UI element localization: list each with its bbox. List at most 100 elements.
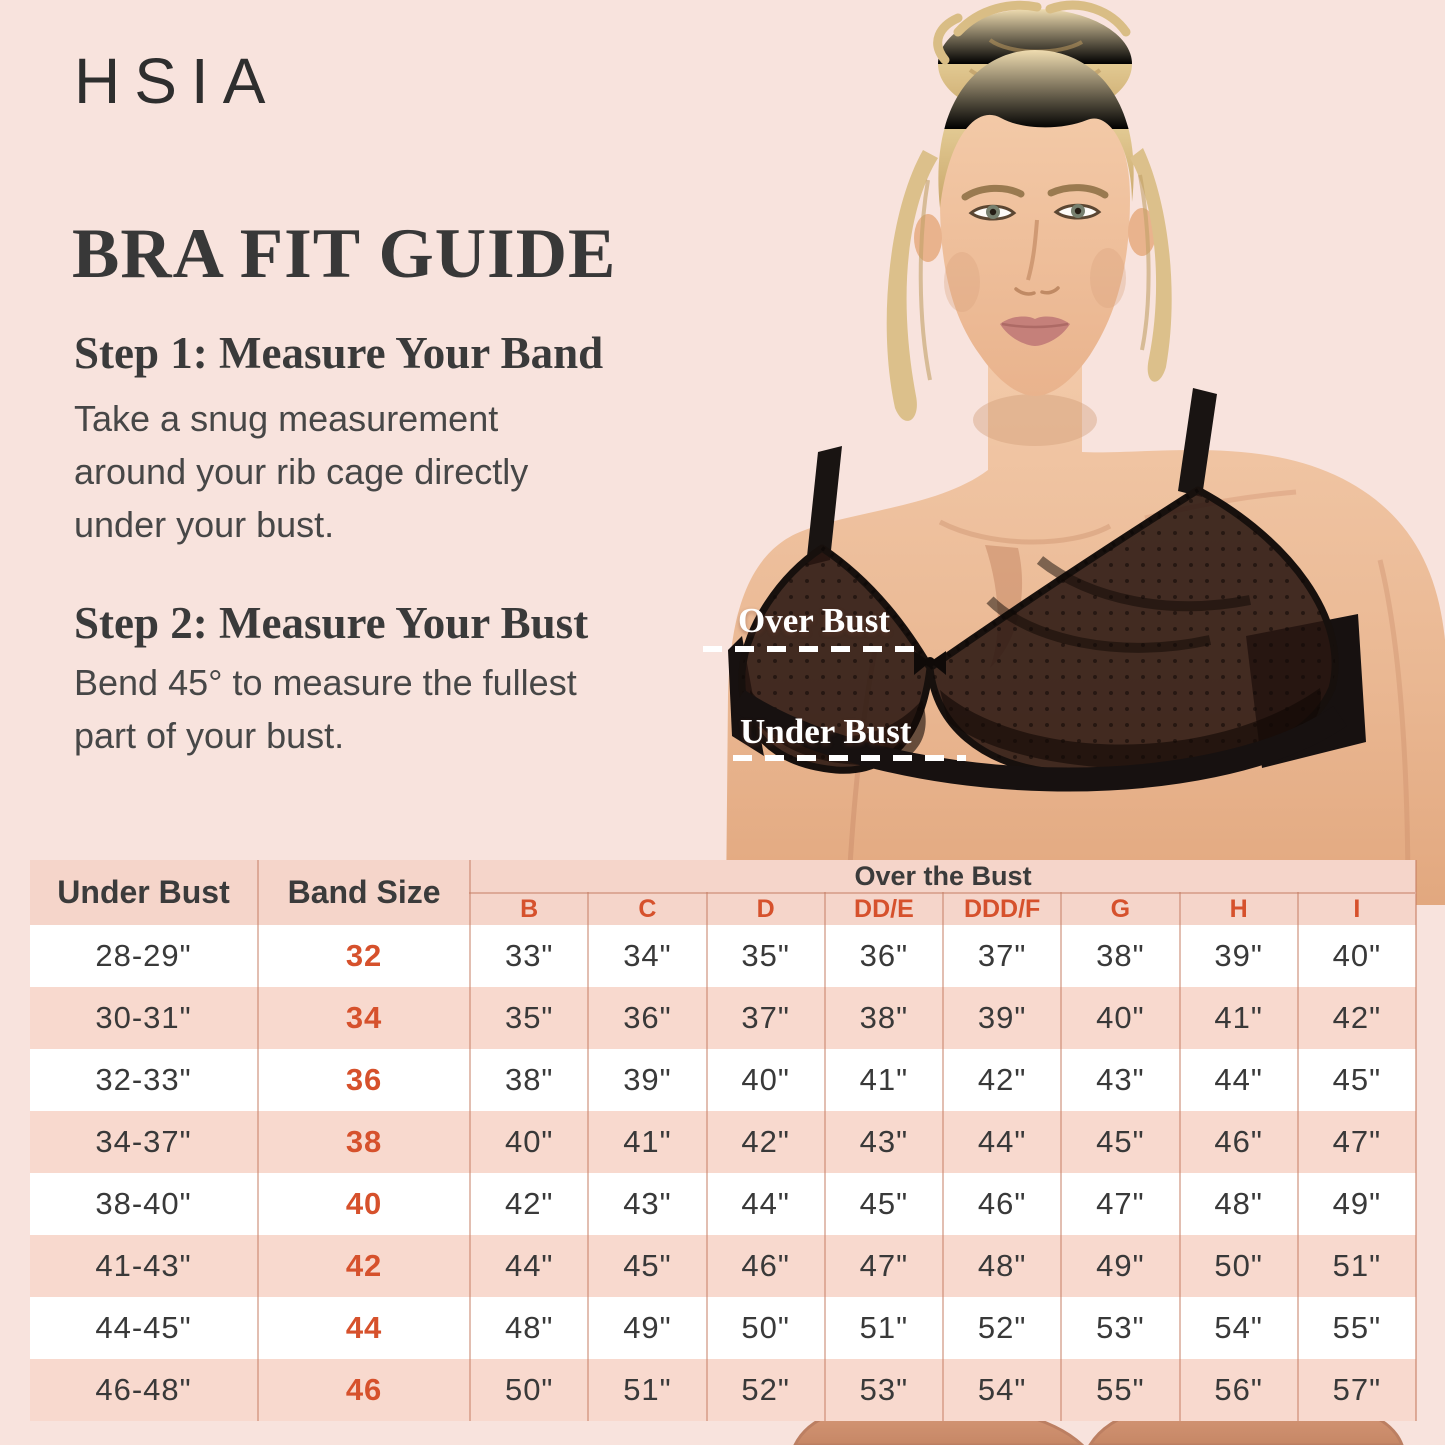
cup-size-cell: 42"	[1296, 987, 1416, 1049]
model-illustration	[726, 0, 1445, 1445]
band-size-cell: 44	[257, 1297, 471, 1359]
cup-col-h: H	[1178, 893, 1298, 925]
step-1-body: Take a snug measurement around your rib …	[74, 398, 529, 545]
cup-size-cell: 50"	[705, 1297, 825, 1359]
col-header-under-bust: Under Bust	[30, 860, 259, 925]
model-photo	[690, 0, 1445, 1445]
under-bust-cell: 32-33"	[30, 1049, 259, 1111]
cup-size-cell: 44"	[942, 1111, 1062, 1173]
table-row: 44-45" 44 48" 49" 50" 51" 52" 53" 54" 55…	[30, 1297, 1416, 1359]
cup-col-d: D	[705, 893, 825, 925]
cup-size-cell: 40"	[1060, 987, 1180, 1049]
step-2-heading: Step 2: Measure Your Bust	[74, 598, 589, 648]
cup-size-cell: 37"	[705, 987, 825, 1049]
under-bust-cell: 38-40"	[30, 1173, 259, 1235]
under-bust-dashed-line	[733, 755, 966, 761]
cup-size-cell: 51"	[823, 1297, 944, 1359]
cup-size-cell: 44"	[469, 1235, 589, 1297]
cup-size-cell: 47"	[823, 1235, 944, 1297]
step-1-heading: Step 1: Measure Your Band	[74, 328, 604, 378]
cup-size-cell: 48"	[942, 1235, 1062, 1297]
under-bust-cell: 44-45"	[30, 1297, 259, 1359]
cup-size-cell: 52"	[942, 1297, 1062, 1359]
cup-size-cell: 36"	[587, 987, 707, 1049]
model-face	[914, 92, 1156, 396]
band-size-cell: 40	[257, 1173, 471, 1235]
cup-size-cell: 51"	[587, 1359, 707, 1421]
cup-size-cell: 33"	[469, 925, 589, 987]
under-bust-cell: 28-29"	[30, 925, 259, 987]
cup-size-cell: 37"	[942, 925, 1062, 987]
table-row: 30-31" 34 35" 36" 37" 38" 39" 40" 41" 42…	[30, 987, 1416, 1049]
cup-size-cell: 35"	[469, 987, 589, 1049]
under-bust-cell: 34-37"	[30, 1111, 259, 1173]
cup-size-cell: 39"	[587, 1049, 707, 1111]
cup-size-cell: 45"	[823, 1173, 944, 1235]
cup-size-cell: 53"	[1060, 1297, 1180, 1359]
cup-col-dd-e: DD/E	[823, 893, 944, 925]
page-title: BRA FIT GUIDE	[72, 215, 617, 293]
cup-size-cell: 46"	[705, 1235, 825, 1297]
cup-size-cell: 40"	[1296, 925, 1416, 987]
cup-size-cell: 41"	[587, 1111, 707, 1173]
table-row: 28-29" 32 33" 34" 35" 36" 37" 38" 39" 40…	[30, 925, 1416, 987]
cup-size-cell: 50"	[1178, 1235, 1298, 1297]
size-chart-table: Under Bust Band Size Over the Bust B C D…	[30, 860, 1417, 1421]
under-bust-cell: 46-48"	[30, 1359, 259, 1421]
cup-size-cell: 38"	[823, 987, 944, 1049]
cup-size-cell: 57"	[1296, 1359, 1416, 1421]
cup-size-cell: 52"	[705, 1359, 825, 1421]
table-row: 34-37" 38 40" 41" 42" 43" 44" 45" 46" 47…	[30, 1111, 1416, 1173]
cup-size-cell: 47"	[1296, 1111, 1416, 1173]
band-size-cell: 42	[257, 1235, 471, 1297]
cup-size-cell: 48"	[1178, 1173, 1298, 1235]
cup-size-cell: 35"	[705, 925, 825, 987]
table-row: 46-48" 46 50" 51" 52" 53" 54" 55" 56" 57…	[30, 1359, 1416, 1421]
cup-size-cell: 38"	[1060, 925, 1180, 987]
cup-size-cell: 43"	[587, 1173, 707, 1235]
cup-size-cell: 44"	[1178, 1049, 1298, 1111]
cup-size-cell: 43"	[823, 1111, 944, 1173]
cup-size-cell: 49"	[587, 1297, 707, 1359]
band-size-cell: 34	[257, 987, 471, 1049]
cup-size-cell: 36"	[823, 925, 944, 987]
cup-col-c: C	[587, 893, 707, 925]
cup-size-cell: 49"	[1296, 1173, 1416, 1235]
bra	[728, 388, 1366, 792]
col-header-over-the-bust: Over the Bust	[469, 860, 1416, 894]
cup-col-b: B	[469, 893, 589, 925]
cup-size-cell: 47"	[1060, 1173, 1180, 1235]
under-bust-label: Under Bust	[740, 712, 912, 751]
cup-size-cell: 34"	[587, 925, 707, 987]
under-bust-cell: 30-31"	[30, 987, 259, 1049]
cup-size-cell: 41"	[823, 1049, 944, 1111]
cup-size-cell: 41"	[1178, 987, 1298, 1049]
cup-size-cell: 38"	[469, 1049, 589, 1111]
cup-size-cell: 45"	[587, 1235, 707, 1297]
band-size-cell: 46	[257, 1359, 471, 1421]
cup-size-cell: 39"	[1178, 925, 1298, 987]
cup-size-cell: 49"	[1060, 1235, 1180, 1297]
brand-logo: HSIA	[74, 45, 280, 117]
cup-size-cell: 53"	[823, 1359, 944, 1421]
cup-size-cell: 55"	[1296, 1297, 1416, 1359]
cup-size-cell: 40"	[705, 1049, 825, 1111]
over-bust-dashed-line	[703, 646, 923, 652]
band-size-cell: 32	[257, 925, 471, 987]
cup-size-cell: 46"	[1178, 1111, 1298, 1173]
chart-header-row: Under Bust Band Size Over the Bust	[30, 860, 1416, 925]
over-bust-label: Over Bust	[738, 601, 890, 640]
cup-col-i: I	[1296, 893, 1416, 925]
cup-size-cell: 56"	[1178, 1359, 1298, 1421]
cup-size-cell: 55"	[1060, 1359, 1180, 1421]
step-2-body: Bend 45° to measure the fullest part of …	[74, 662, 577, 756]
table-row: 32-33" 36 38" 39" 40" 41" 42" 43" 44" 45…	[30, 1049, 1416, 1111]
cup-size-cell: 43"	[1060, 1049, 1180, 1111]
table-row: 38-40" 40 42" 43" 44" 45" 46" 47" 48" 49…	[30, 1173, 1416, 1235]
cup-size-cell: 44"	[705, 1173, 825, 1235]
cup-size-cell: 50"	[469, 1359, 589, 1421]
col-header-band-size: Band Size	[257, 860, 471, 925]
cup-col-g: G	[1060, 893, 1180, 925]
cup-size-cell: 42"	[705, 1111, 825, 1173]
